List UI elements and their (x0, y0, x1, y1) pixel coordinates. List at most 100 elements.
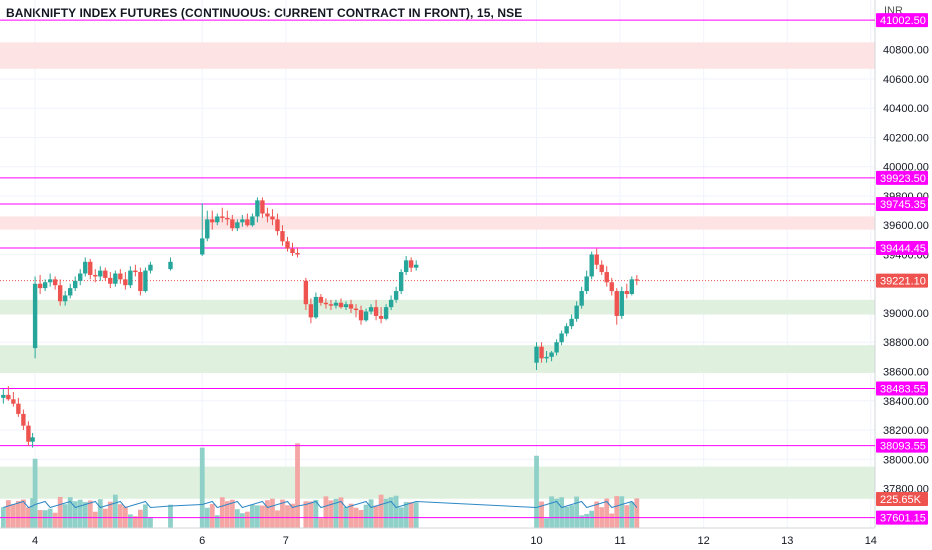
volume-bar (92, 511, 98, 528)
candle-body (11, 399, 16, 404)
volume-bar (619, 496, 625, 528)
candle-body (73, 280, 78, 289)
candle-body (584, 276, 589, 292)
candle-body (303, 280, 309, 305)
volume-bar (574, 496, 580, 528)
volume-bar (569, 505, 575, 528)
candle (83, 257, 88, 277)
candle (599, 260, 604, 275)
candle (138, 267, 143, 296)
candle-body (42, 282, 48, 289)
volume-bar (234, 509, 240, 528)
y-tick-label: 40600.00 (883, 74, 929, 86)
volume-bar (403, 502, 409, 528)
volume-bar (534, 455, 539, 528)
candle (240, 215, 245, 227)
candle-body (408, 260, 414, 268)
candle-body (78, 273, 83, 281)
candle (285, 236, 290, 252)
volume-bar (67, 497, 73, 528)
candle-body (328, 304, 334, 306)
volume-bar (260, 505, 265, 528)
volume-pane (0, 443, 640, 528)
candle (584, 270, 589, 294)
candle (604, 266, 609, 287)
candle (245, 213, 250, 227)
volume-bar (122, 506, 128, 528)
candle (103, 267, 108, 281)
candle (333, 299, 339, 309)
candle-body (634, 279, 640, 281)
candle-body (338, 302, 344, 308)
volume-bar (333, 498, 339, 528)
candle-body (230, 219, 235, 229)
candle-body (629, 279, 635, 294)
volume-bar (229, 499, 235, 528)
volume-bar (10, 504, 16, 528)
last-price-label: 39221.10 (880, 276, 926, 288)
candle-body (554, 342, 559, 353)
candle-body (6, 394, 11, 400)
candle (118, 269, 123, 284)
candle (280, 225, 285, 246)
candle-body (143, 270, 148, 292)
volume-bar (614, 496, 620, 528)
candle-body (168, 261, 173, 270)
candle (1, 389, 6, 404)
candle-body (378, 315, 384, 319)
candle-body (275, 219, 280, 232)
candle (393, 286, 399, 303)
volume-bar (328, 500, 334, 528)
x-tick-label: 6 (199, 535, 205, 547)
candle-body (32, 283, 38, 349)
candle (413, 260, 419, 271)
volume-bar (255, 505, 260, 528)
candle (559, 330, 564, 346)
level-badge (876, 438, 928, 453)
volume-bar (148, 517, 153, 528)
candle (554, 339, 559, 356)
candle-body (398, 272, 404, 292)
candle (549, 351, 554, 362)
candle (373, 299, 379, 321)
volume-bar (348, 503, 354, 528)
candle-body (308, 304, 314, 318)
candle-body (333, 302, 339, 306)
candle-body (604, 272, 609, 283)
candle-body (113, 273, 118, 284)
x-tick-label: 4 (32, 535, 38, 547)
level-badge-label: 38483.55 (880, 384, 926, 396)
candle-body (83, 261, 88, 274)
volume-bar (127, 514, 133, 528)
candle (589, 251, 594, 280)
candle (73, 276, 78, 292)
candle-body (413, 264, 419, 268)
volume-bar (168, 504, 173, 528)
level-badge-label: 37601.15 (880, 513, 926, 525)
candle-body (383, 307, 389, 319)
volume-bar (624, 505, 630, 528)
x-tick-label: 10 (530, 535, 542, 547)
candle (255, 197, 260, 223)
y-tick-label: 40200.00 (883, 132, 929, 144)
candle (544, 351, 549, 363)
candle (328, 299, 334, 311)
candle-body (260, 200, 265, 214)
candle (295, 247, 300, 258)
volume-bar (97, 499, 103, 528)
candle (52, 276, 58, 290)
candle-body (265, 213, 270, 217)
candle-body (30, 437, 35, 442)
candle (215, 213, 220, 226)
level-badge (876, 196, 928, 211)
candle-body (313, 296, 319, 318)
y-tick-label: 39600.00 (883, 220, 929, 232)
candle (363, 308, 369, 322)
candle-body (280, 231, 285, 242)
level-badge (876, 170, 928, 185)
candle (21, 409, 26, 431)
candle (368, 304, 374, 315)
candle (260, 197, 265, 218)
candle (609, 277, 614, 296)
